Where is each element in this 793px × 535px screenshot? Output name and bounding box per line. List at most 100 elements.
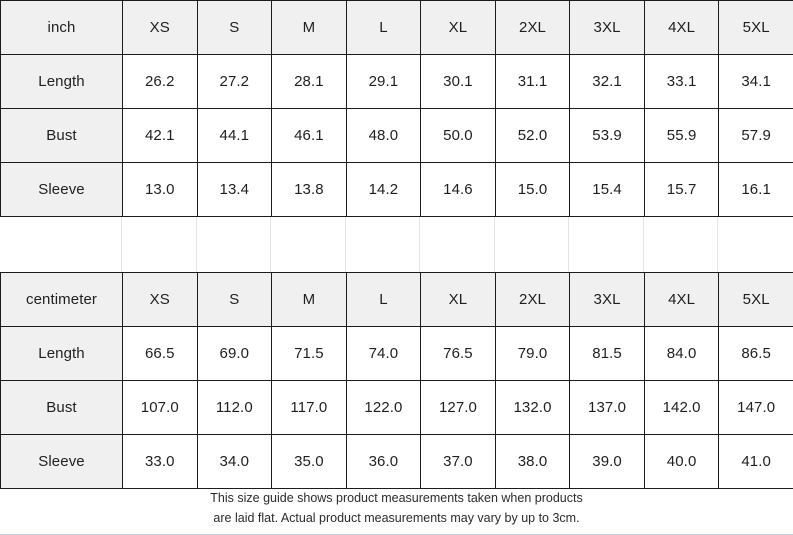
cell-cm-bust-3xl: 137.0: [569, 380, 645, 435]
spacer-cell: [345, 217, 421, 272]
size-header-3xl: 3XL: [569, 0, 645, 55]
size-header-l: L: [345, 0, 422, 55]
size-header-5xl: 5XL: [718, 0, 793, 55]
size-guide-footer-note: This size guide shows product measuremen…: [0, 489, 793, 534]
size-header-s: S: [196, 272, 273, 327]
cell-inch-sleeve-xl: 14.6: [420, 162, 496, 217]
measurement-label-length: Length: [0, 326, 123, 381]
table-header-row-inch: inch XS S M L XL 2XL 3XL 4XL 5XL: [0, 0, 793, 55]
cell-inch-bust-xs: 42.1: [122, 108, 198, 163]
cell-cm-length-l: 74.0: [345, 326, 422, 381]
cell-inch-sleeve-3xl: 15.4: [569, 162, 645, 217]
cell-cm-sleeve-3xl: 39.0: [569, 434, 645, 489]
size-header-4xl: 4XL: [643, 0, 720, 55]
cell-inch-sleeve-l: 14.2: [345, 162, 422, 217]
spacer-cell: [494, 217, 570, 272]
size-table-inch: inch XS S M L XL 2XL 3XL 4XL 5XL Length …: [0, 0, 793, 217]
cell-cm-sleeve-2xl: 38.0: [494, 434, 571, 489]
size-header-l: L: [345, 272, 422, 327]
cell-cm-bust-5xl: 147.0: [718, 380, 793, 435]
table-spacer-band: [0, 217, 793, 272]
cell-cm-length-3xl: 81.5: [569, 326, 645, 381]
cell-cm-length-s: 69.0: [196, 326, 273, 381]
cell-inch-sleeve-2xl: 15.0: [494, 162, 571, 217]
spacer-cell: [122, 217, 197, 272]
cell-inch-length-5xl: 34.1: [718, 54, 793, 109]
cell-inch-length-m: 28.1: [271, 54, 347, 109]
table-row: Bust 107.0 112.0 117.0 122.0 127.0 132.0…: [0, 380, 793, 435]
footer-note-line-1: This size guide shows product measuremen…: [210, 491, 583, 506]
cell-cm-bust-4xl: 142.0: [643, 380, 720, 435]
size-table-centimeter: centimeter XS S M L XL 2XL 3XL 4XL 5XL L…: [0, 272, 793, 489]
cell-inch-length-s: 27.2: [196, 54, 273, 109]
cell-cm-sleeve-4xl: 40.0: [643, 434, 720, 489]
size-header-m: M: [271, 0, 347, 55]
cell-inch-sleeve-s: 13.4: [196, 162, 273, 217]
cell-inch-length-3xl: 32.1: [569, 54, 645, 109]
cell-cm-length-4xl: 84.0: [643, 326, 720, 381]
cell-inch-length-xl: 30.1: [420, 54, 496, 109]
cell-inch-sleeve-m: 13.8: [271, 162, 347, 217]
cell-cm-sleeve-xl: 37.0: [420, 434, 496, 489]
cell-inch-bust-4xl: 55.9: [643, 108, 720, 163]
measurement-label-sleeve: Sleeve: [0, 162, 123, 217]
size-header-5xl: 5XL: [718, 272, 793, 327]
size-header-2xl: 2XL: [494, 0, 571, 55]
table-row: Length 66.5 69.0 71.5 74.0 76.5 79.0 81.…: [0, 326, 793, 381]
spacer-cell: [569, 217, 644, 272]
cell-cm-sleeve-s: 34.0: [196, 434, 273, 489]
size-header-xl: XL: [420, 0, 496, 55]
spacer-cell: [420, 217, 495, 272]
cell-cm-length-m: 71.5: [271, 326, 347, 381]
cell-cm-length-2xl: 79.0: [494, 326, 571, 381]
cell-cm-bust-xl: 127.0: [420, 380, 496, 435]
cell-inch-length-l: 29.1: [345, 54, 422, 109]
size-header-m: M: [271, 272, 347, 327]
table-row: Sleeve 13.0 13.4 13.8 14.2 14.6 15.0 15.…: [0, 162, 793, 217]
cell-inch-bust-2xl: 52.0: [494, 108, 571, 163]
size-header-xs: XS: [122, 272, 198, 327]
size-header-xs: XS: [122, 0, 198, 55]
cell-cm-length-5xl: 86.5: [718, 326, 793, 381]
cell-inch-length-2xl: 31.1: [494, 54, 571, 109]
cell-cm-sleeve-5xl: 41.0: [718, 434, 793, 489]
measurement-label-bust: Bust: [0, 108, 123, 163]
size-header-2xl: 2XL: [494, 272, 571, 327]
cell-inch-length-xs: 26.2: [122, 54, 198, 109]
cell-cm-sleeve-l: 36.0: [345, 434, 422, 489]
table-row: Sleeve 33.0 34.0 35.0 36.0 37.0 38.0 39.…: [0, 434, 793, 489]
cell-cm-bust-m: 117.0: [271, 380, 347, 435]
unit-label-centimeter: centimeter: [0, 272, 123, 327]
cell-inch-sleeve-4xl: 15.7: [643, 162, 720, 217]
spacer-cell: [718, 217, 793, 272]
table-header-row-centimeter: centimeter XS S M L XL 2XL 3XL 4XL 5XL: [0, 272, 793, 327]
spacer-cell: [643, 217, 719, 272]
measurement-label-length: Length: [0, 54, 123, 109]
cell-inch-bust-xl: 50.0: [420, 108, 496, 163]
cell-inch-bust-s: 44.1: [196, 108, 273, 163]
cell-cm-sleeve-xs: 33.0: [122, 434, 198, 489]
size-header-xl: XL: [420, 272, 496, 327]
cell-cm-bust-2xl: 132.0: [494, 380, 571, 435]
spacer-cell: [271, 217, 346, 272]
cell-inch-sleeve-5xl: 16.1: [718, 162, 793, 217]
size-header-3xl: 3XL: [569, 272, 645, 327]
cell-inch-sleeve-xs: 13.0: [122, 162, 198, 217]
cell-inch-bust-5xl: 57.9: [718, 108, 793, 163]
measurement-label-sleeve: Sleeve: [0, 434, 123, 489]
footer-note-line-2: are laid flat. Actual product measuremen…: [213, 510, 580, 525]
spacer-cell: [0, 217, 122, 272]
spacer-cell: [196, 217, 272, 272]
cell-inch-bust-m: 46.1: [271, 108, 347, 163]
cell-cm-length-xl: 76.5: [420, 326, 496, 381]
measurement-label-bust: Bust: [0, 380, 123, 435]
cell-inch-bust-l: 48.0: [345, 108, 422, 163]
cell-cm-sleeve-m: 35.0: [271, 434, 347, 489]
unit-label-inch: inch: [0, 0, 123, 55]
cell-cm-bust-xs: 107.0: [122, 380, 198, 435]
cell-cm-bust-s: 112.0: [196, 380, 273, 435]
table-row: Bust 42.1 44.1 46.1 48.0 50.0 52.0 53.9 …: [0, 108, 793, 163]
table-row: Length 26.2 27.2 28.1 29.1 30.1 31.1 32.…: [0, 54, 793, 109]
cell-cm-length-xs: 66.5: [122, 326, 198, 381]
